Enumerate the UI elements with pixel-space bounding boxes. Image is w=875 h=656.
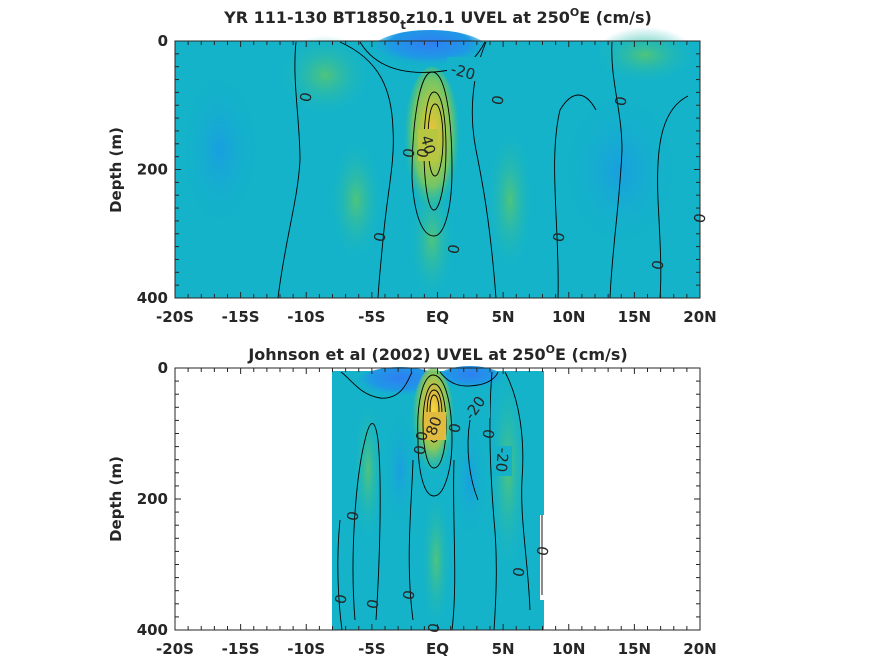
contour-line xyxy=(352,423,381,621)
panel-2-ylabel: Depth (m) xyxy=(107,456,125,542)
x-tick-label: 5N xyxy=(492,640,515,656)
contour-label: 0 xyxy=(611,95,630,108)
contour-label: 0 xyxy=(399,147,418,160)
contour-label: 0 xyxy=(479,428,498,441)
panel-1-patch xyxy=(331,140,381,260)
contour-label: 40 xyxy=(417,133,439,156)
contour-label-background xyxy=(418,129,438,161)
panel-1-patch xyxy=(560,90,680,250)
contour-label: 0 xyxy=(509,566,528,579)
contour-label: 0 xyxy=(410,444,429,457)
contour-line xyxy=(609,41,623,299)
contour-label-background xyxy=(447,57,481,81)
y-tick-label: 400 xyxy=(137,289,168,307)
contour-label: 0 xyxy=(549,231,568,244)
zero-labels: 0 0 0 0 0 0 0 0 0 0 0 xyxy=(331,422,552,635)
panel-2: Johnson et al (2002) UVEL at 250OE (cm/s… xyxy=(107,343,717,656)
x-tick-label: EQ xyxy=(426,640,449,656)
contour-label-background xyxy=(424,412,446,440)
contour-label: 0 xyxy=(445,422,464,435)
panel-2-field xyxy=(175,366,700,630)
contour-label: 0 xyxy=(343,510,362,523)
contour-label: 0 xyxy=(412,430,431,443)
contour-line xyxy=(554,109,561,299)
panel-2-title: Johnson et al (2002) UVEL at 250OE (cm/s… xyxy=(247,343,627,364)
contour-line xyxy=(408,459,414,621)
y-tick-label: 0 xyxy=(158,32,168,50)
x-tick-label: 20N xyxy=(683,308,716,326)
panel-2-contour-labels: -20 -20 80 0 0 0 0 0 0 0 0 0 0 0 xyxy=(331,393,552,634)
panel-1-patch xyxy=(180,70,260,230)
y-tick-label: 200 xyxy=(137,490,168,508)
contour-label: 0 xyxy=(296,91,315,104)
x-tick-label: 15N xyxy=(618,640,651,656)
panel-2-patch xyxy=(384,410,416,530)
x-tick-label: EQ xyxy=(426,308,449,326)
x-tick-label: 15N xyxy=(618,308,651,326)
panel-2-ticks: -20S -15S -10S -5S EQ 5N 10N 15N 20N 0 200 400 xyxy=(137,359,717,656)
zero-labels: 0 0 0 0 0 0 0 0 0 0 xyxy=(296,91,709,271)
contour-label: 0 xyxy=(533,545,552,558)
contour-label: 80 xyxy=(422,414,445,438)
panel-2-patch xyxy=(452,420,488,540)
contour-line xyxy=(339,41,394,299)
contour-line xyxy=(359,41,486,73)
contour-line xyxy=(559,94,597,111)
contour-label: 0 xyxy=(424,622,443,635)
panel-2-westward-current xyxy=(435,366,505,394)
contour-label-background xyxy=(460,394,490,418)
x-tick-label: -20S xyxy=(156,640,194,656)
panel-1-contours xyxy=(277,41,689,299)
contour-label: 0 xyxy=(331,593,350,606)
contour-line xyxy=(467,419,479,501)
panel-1-patch xyxy=(488,130,532,270)
contour-label-background xyxy=(492,446,512,476)
x-tick-label: -15S xyxy=(222,308,260,326)
contour-label: 0 xyxy=(399,589,418,602)
panel-2-patch xyxy=(354,400,382,540)
panel-1-contour-labels: -20 40 0 0 0 0 0 0 0 0 0 0 xyxy=(296,57,710,271)
contour-line xyxy=(504,371,531,611)
panel-1-title: YR 111-130 BT1850tz10.1 UVEL at 250OE (c… xyxy=(223,6,652,32)
contour-line xyxy=(411,71,453,237)
x-tick-label: -10S xyxy=(287,640,325,656)
contour-label: 0 xyxy=(444,243,463,256)
panel-2-patch xyxy=(422,490,450,630)
contour-line xyxy=(340,371,413,399)
contour-label: 0 xyxy=(648,259,667,272)
x-tick-label: 20N xyxy=(683,640,716,656)
contour-line xyxy=(657,95,689,299)
x-tick-label: 10N xyxy=(552,640,585,656)
x-tick-label: 5N xyxy=(492,308,515,326)
contour-label: 0 xyxy=(413,147,432,160)
contour-label: -20 xyxy=(449,60,477,84)
panel-1-patch xyxy=(595,27,695,83)
contour-line xyxy=(439,371,499,387)
contour-label: 0 xyxy=(488,94,507,107)
y-tick-label: 200 xyxy=(137,161,168,179)
contour-line xyxy=(451,459,456,631)
contour-label: 0 xyxy=(370,231,389,244)
contour-line xyxy=(427,103,444,177)
x-tick-label: -10S xyxy=(287,308,325,326)
x-tick-label: -5S xyxy=(358,308,385,326)
x-tick-label: -5S xyxy=(358,640,385,656)
x-tick-label: 10N xyxy=(552,308,585,326)
panel-1-ylabel: Depth (m) xyxy=(107,127,125,213)
contour-line xyxy=(337,519,343,631)
contour-line xyxy=(423,91,447,211)
contour-label: -20 xyxy=(492,447,512,473)
y-tick-label: 400 xyxy=(137,621,168,639)
x-tick-label: -20S xyxy=(156,308,194,326)
panel-1-patch xyxy=(280,35,370,115)
contour-line xyxy=(417,374,453,497)
x-tick-label: -15S xyxy=(222,640,260,656)
contour-line xyxy=(277,41,301,299)
y-tick-label: 0 xyxy=(158,359,168,377)
panel-1: YR 111-130 BT1850tz10.1 UVEL at 250OE (c… xyxy=(107,6,717,326)
contour-label: 0 xyxy=(363,598,382,611)
